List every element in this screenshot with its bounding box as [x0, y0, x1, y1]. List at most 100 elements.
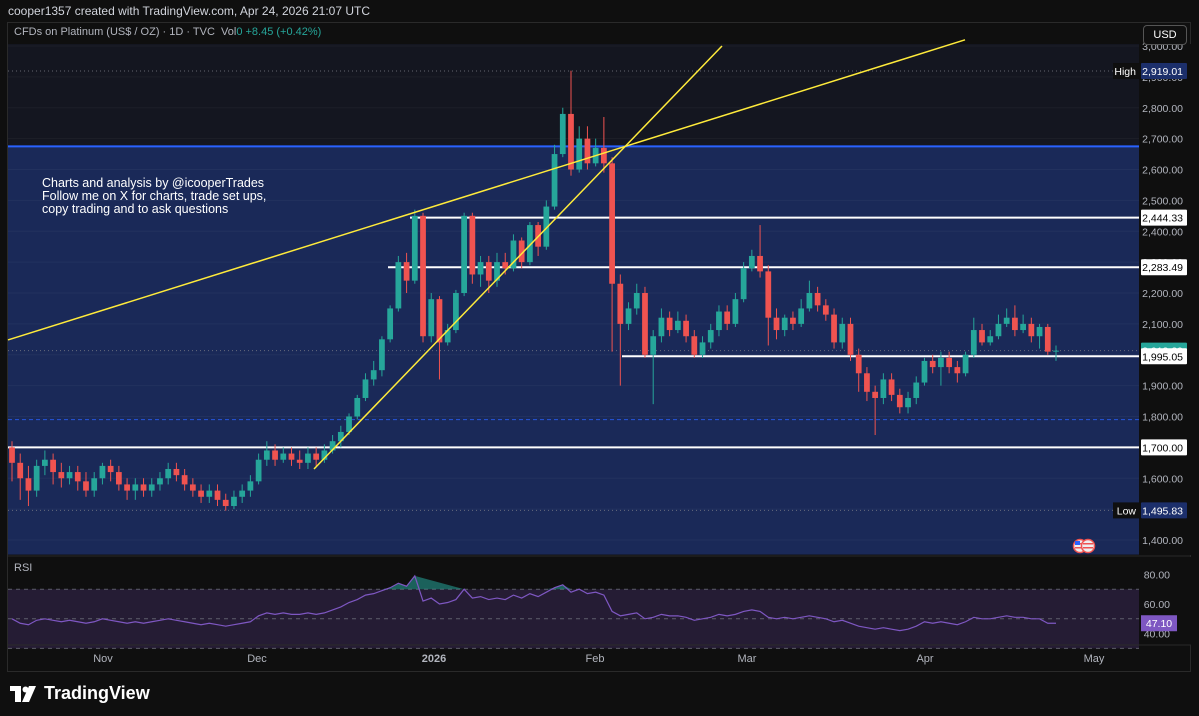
- candle-body: [617, 283, 624, 324]
- price-tick-label: 2,400.00: [1142, 226, 1183, 238]
- rsi-tick-label: 40.00: [1144, 629, 1170, 641]
- price-tick-label: 2,700.00: [1142, 134, 1183, 146]
- candle-body: [568, 113, 574, 170]
- candle-body: [477, 262, 484, 275]
- us-flag-events-icon[interactable]: [1072, 538, 1096, 554]
- brand-name: TradingView: [44, 683, 150, 703]
- candle-body: [888, 379, 895, 395]
- price-label: 1,995.05: [1142, 351, 1183, 363]
- candle-body: [1044, 326, 1051, 352]
- candle-body: [831, 314, 837, 343]
- candle-body: [674, 320, 681, 331]
- price-label-tag: Low: [1117, 505, 1137, 517]
- candle-body: [584, 138, 591, 164]
- price-label-bg: [1141, 439, 1187, 456]
- candle-body: [814, 293, 821, 306]
- candle-body: [140, 484, 147, 491]
- time-tick-label: Dec: [247, 653, 267, 665]
- candle-body: [716, 311, 722, 331]
- rsi-overbought-fill: [365, 575, 604, 590]
- candle-body: [107, 465, 114, 473]
- candle-body: [929, 360, 936, 368]
- price-label-bg: [1141, 348, 1187, 365]
- candle-body: [691, 336, 698, 355]
- candle-body: [683, 320, 689, 337]
- candle-body: [1053, 350, 1059, 352]
- price-label: 2,444.33: [1142, 213, 1183, 225]
- candle-body: [576, 138, 583, 170]
- candle-body: [444, 330, 451, 343]
- candle-body: [1028, 323, 1035, 337]
- candle-body: [970, 330, 977, 355]
- candle-body: [231, 496, 237, 507]
- candle-body: [362, 379, 369, 398]
- candle-body: [707, 330, 714, 343]
- price-label: 2,283.49: [1142, 262, 1183, 274]
- candle-body: [798, 308, 805, 324]
- candle-body: [847, 323, 854, 355]
- rsi-label[interactable]: RSI: [14, 562, 33, 574]
- candle-body: [938, 357, 944, 368]
- candle-body: [321, 450, 328, 460]
- candle-body: [962, 354, 969, 374]
- time-tick-label: Nov: [93, 653, 113, 665]
- candle-body: [518, 240, 525, 263]
- volume-label: Vol: [221, 26, 237, 38]
- price-label-low: 1,495.83: [1142, 505, 1183, 517]
- time-tick-label: 2026: [422, 653, 446, 665]
- trendline-steep: [313, 45, 723, 470]
- candle-body: [428, 299, 435, 337]
- price-tick-label: 1,600.00: [1142, 473, 1183, 485]
- candle-body: [58, 472, 65, 479]
- price-change: +8.45 (+0.42%): [245, 26, 322, 38]
- candle-body: [896, 394, 903, 408]
- candle-body: [148, 484, 155, 491]
- candle-body: [806, 293, 813, 309]
- rsi-line: [11, 574, 1056, 632]
- candle-body: [296, 459, 303, 463]
- rsi-tick-label: 80.00: [1144, 569, 1170, 581]
- price-axis-bg: [1140, 44, 1191, 555]
- candle-body: [403, 262, 410, 281]
- time-tick-label: Mar: [738, 653, 757, 665]
- candle-body: [337, 431, 344, 442]
- candle-body: [157, 478, 163, 485]
- price-tick-label: 2,800.00: [1142, 103, 1183, 115]
- candle-body: [485, 262, 492, 281]
- chart-credit-header: cooper1357 created with TradingView.com,…: [8, 4, 370, 18]
- candle-body: [642, 293, 648, 355]
- time-tick-label: Apr: [916, 653, 933, 665]
- candle-body: [165, 468, 172, 479]
- candle-body: [658, 317, 665, 337]
- candle-body: [453, 293, 459, 331]
- candle-body: [1020, 323, 1026, 331]
- candle-body: [272, 450, 278, 460]
- price-label-low-bg: [1141, 502, 1187, 519]
- candle-body: [461, 215, 468, 293]
- candle-body: [91, 478, 98, 491]
- candle-body: [905, 397, 911, 408]
- time-tick-label: May: [1084, 653, 1105, 665]
- candle-body: [551, 154, 558, 207]
- candle-body: [600, 147, 607, 164]
- candle-body: [527, 225, 533, 263]
- candle-body: [222, 499, 229, 507]
- candle-body: [83, 481, 89, 491]
- candle-body: [872, 391, 879, 398]
- candle-body: [559, 113, 566, 155]
- tradingview-logo[interactable]: TradingView: [10, 683, 150, 704]
- footer: [0, 672, 1199, 716]
- candle-body: [33, 465, 40, 491]
- symbol-legend[interactable]: CFDs on Platinum (US$ / OZ) · 1D · TVC V…: [14, 26, 321, 38]
- candle-body: [436, 299, 443, 343]
- price-label-high: 2,919.01: [1142, 66, 1183, 78]
- candles-group: [9, 70, 1059, 511]
- candle-body: [609, 163, 615, 284]
- candle-body: [790, 317, 796, 324]
- price-tick-label: 2,600.00: [1142, 165, 1183, 177]
- candle-body: [99, 465, 106, 479]
- candle-body: [781, 317, 788, 331]
- analysis-credit-text: Charts and analysis by @icooperTrades Fo…: [42, 176, 267, 216]
- currency-button[interactable]: USD: [1143, 25, 1187, 45]
